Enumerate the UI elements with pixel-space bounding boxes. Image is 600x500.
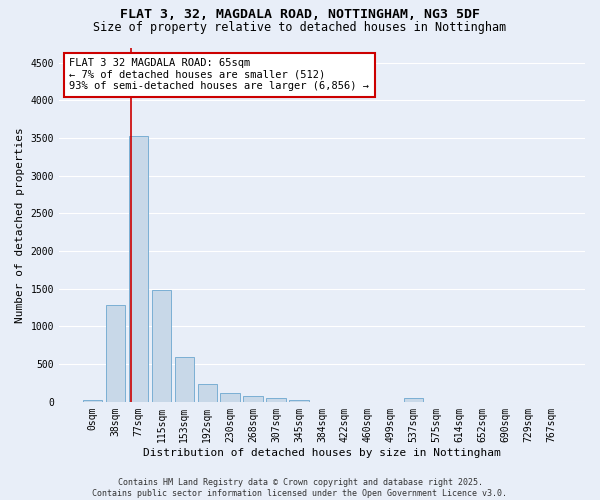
Bar (152, 290, 171, 402)
Bar (289, 400, 309, 402)
Text: Size of property relative to detached houses in Nottingham: Size of property relative to detached ho… (94, 21, 506, 34)
Bar (129, 136, 148, 402)
Bar (220, 393, 240, 402)
Text: FLAT 3 32 MAGDALA ROAD: 65sqm
← 7% of detached houses are smaller (512)
93% of s: FLAT 3 32 MAGDALA ROAD: 65sqm ← 7% of de… (70, 58, 370, 92)
Bar (106, 306, 125, 402)
Bar (244, 396, 263, 402)
Bar (404, 398, 424, 402)
Bar (266, 398, 286, 402)
Text: Contains HM Land Registry data © Crown copyright and database right 2025.
Contai: Contains HM Land Registry data © Crown c… (92, 478, 508, 498)
X-axis label: Distribution of detached houses by size in Nottingham: Distribution of detached houses by size … (143, 448, 501, 458)
Bar (175, 358, 194, 402)
Bar (83, 400, 103, 402)
Bar (197, 384, 217, 402)
Y-axis label: Number of detached properties: Number of detached properties (15, 127, 25, 322)
Text: FLAT 3, 32, MAGDALA ROAD, NOTTINGHAM, NG3 5DF: FLAT 3, 32, MAGDALA ROAD, NOTTINGHAM, NG… (120, 8, 480, 20)
